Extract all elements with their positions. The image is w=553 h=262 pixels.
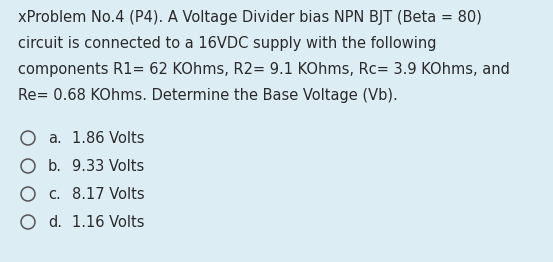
Text: a.: a.: [48, 131, 62, 146]
Text: 1.16 Volts: 1.16 Volts: [72, 215, 144, 230]
Text: 8.17 Volts: 8.17 Volts: [72, 187, 145, 202]
Text: d.: d.: [48, 215, 62, 230]
Text: xProblem No.4 (P4). A Voltage Divider bias NPN BJT (Beta = 80): xProblem No.4 (P4). A Voltage Divider bi…: [18, 10, 482, 25]
Text: b.: b.: [48, 159, 62, 174]
Text: components R1= 62 KOhms, R2= 9.1 KOhms, Rc= 3.9 KOhms, and: components R1= 62 KOhms, R2= 9.1 KOhms, …: [18, 62, 510, 77]
Text: circuit is connected to a 16VDC supply with the following: circuit is connected to a 16VDC supply w…: [18, 36, 436, 51]
Text: 9.33 Volts: 9.33 Volts: [72, 159, 144, 174]
Text: Re= 0.68 KOhms. Determine the Base Voltage (Vb).: Re= 0.68 KOhms. Determine the Base Volta…: [18, 88, 398, 103]
Text: c.: c.: [48, 187, 61, 202]
Text: 1.86 Volts: 1.86 Volts: [72, 131, 144, 146]
